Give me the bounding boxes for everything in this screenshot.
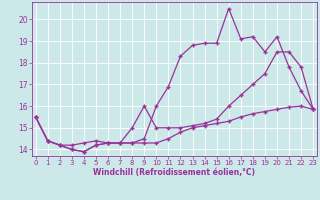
X-axis label: Windchill (Refroidissement éolien,°C): Windchill (Refroidissement éolien,°C): [93, 168, 255, 177]
